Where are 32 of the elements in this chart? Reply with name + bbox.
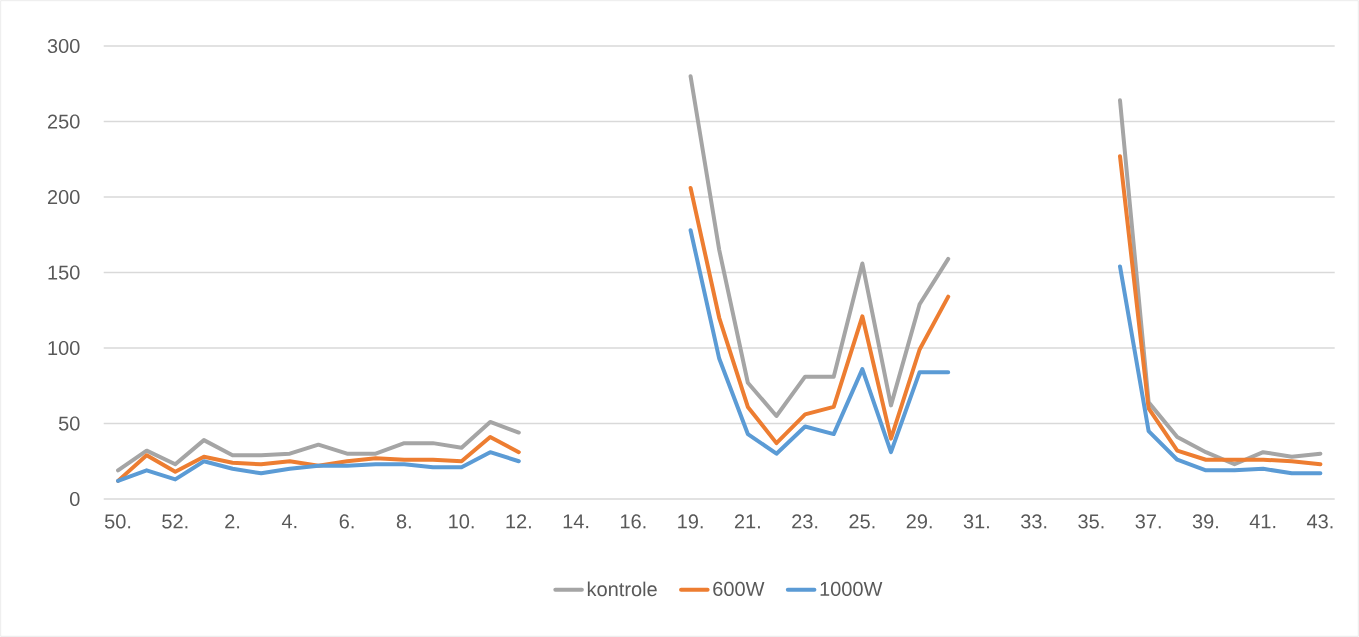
legend-label: kontrole (587, 581, 657, 597)
x-tick-label: 43. (1306, 514, 1333, 529)
x-tick-label: 29. (906, 514, 932, 529)
y-tick-label: 300 (47, 38, 80, 54)
y-tick-label: 100 (48, 340, 80, 356)
x-tick-label: 2. (225, 514, 240, 529)
x-tick-label: 52. (162, 514, 188, 529)
x-tick-label: 10. (449, 514, 474, 529)
x-tick-label: 33. (1020, 514, 1047, 529)
x-tick-label: 23. (792, 514, 818, 529)
x-tick-label: 31. (963, 514, 989, 529)
x-tick-label: 41. (1249, 514, 1276, 529)
y-tick-label: 150 (48, 265, 80, 280)
x-tick-label: 39. (1192, 514, 1218, 529)
x-tick-label: 6. (339, 514, 354, 529)
x-tick-label: 8. (396, 514, 411, 529)
x-tick-label: 37. (1135, 514, 1161, 529)
y-tick-label: 200 (47, 189, 80, 205)
x-tick-label: 16. (620, 514, 646, 529)
x-tick-label: 12. (506, 514, 531, 529)
x-tick-label: 21. (734, 514, 760, 529)
y-tick-label: 0 (69, 491, 80, 507)
x-tick-label: 35. (1078, 514, 1104, 529)
legend-label: 600W (713, 581, 765, 597)
legend-label: 1000W (820, 581, 883, 597)
y-tick-label: 250 (47, 114, 80, 129)
y-tick-label: 50 (58, 416, 80, 431)
x-tick-label: 19. (678, 514, 703, 529)
x-tick-label: 4. (281, 514, 297, 529)
x-tick-label: 14. (563, 514, 589, 529)
x-tick-label: 50. (104, 514, 131, 529)
x-tick-label: 25. (849, 514, 875, 529)
